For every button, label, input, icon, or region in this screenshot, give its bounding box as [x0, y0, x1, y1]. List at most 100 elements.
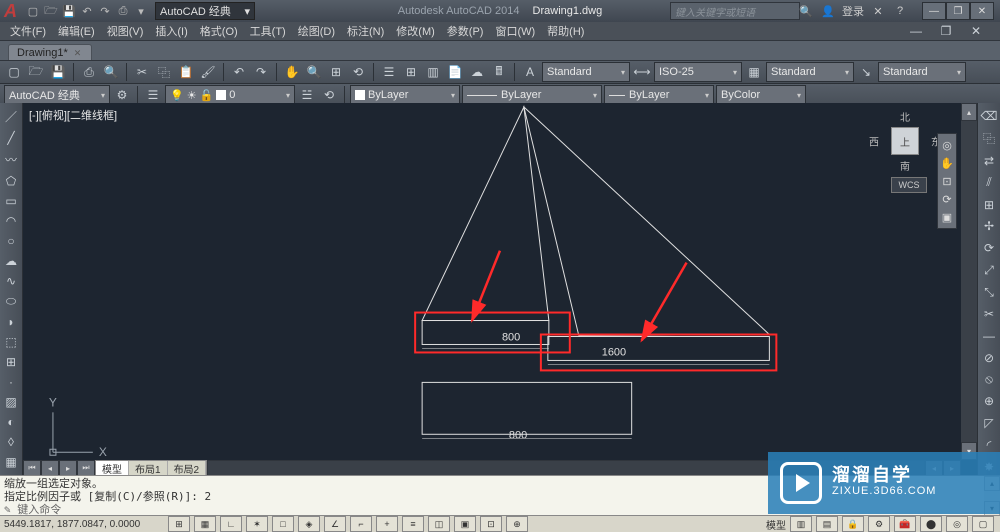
open-icon[interactable]: 🗁 [26, 62, 46, 82]
doc-maximize-button[interactable]: ❐ [932, 20, 960, 42]
orbit-icon[interactable]: ⟳ [940, 192, 954, 206]
pan-icon[interactable]: ✋ [282, 62, 302, 82]
calc-icon[interactable]: 🖩 [489, 62, 509, 82]
zoom-extents-icon[interactable]: ⊡ [940, 174, 954, 188]
menu-dim[interactable]: 标注(N) [343, 22, 388, 40]
copy-icon[interactable]: ⿻ [154, 62, 174, 82]
ducs-toggle[interactable]: ⌐ [350, 516, 372, 532]
properties-icon[interactable]: ☰ [379, 62, 399, 82]
tab-last-button[interactable]: ⏭ [77, 460, 95, 476]
ortho-toggle[interactable]: ∟ [220, 516, 242, 532]
menu-view[interactable]: 视图(V) [103, 22, 148, 40]
help-icon[interactable]: ? [892, 5, 908, 17]
make-block-icon[interactable]: ⊞ [1, 354, 21, 370]
drawing-viewport[interactable]: [-][俯视][二维线框] 8001600800XY 北 南 西 东 上 WCS… [23, 103, 961, 460]
region-icon[interactable]: ◊ [1, 434, 21, 450]
tab-first-button[interactable]: ⏮ [23, 460, 41, 476]
am-toggle[interactable]: ⊕ [506, 516, 528, 532]
layer-states-icon[interactable]: ☱ [297, 85, 317, 105]
lineweight-dropdown[interactable]: ByLayer ▾ [604, 85, 714, 105]
join-icon[interactable]: ⊕ [979, 393, 999, 411]
ellipse-arc-icon[interactable]: ◗ [1, 314, 21, 330]
qat-redo-icon[interactable]: ↷ [97, 3, 113, 19]
spline-icon[interactable]: ∿ [1, 273, 21, 289]
arc-icon[interactable]: ◠ [1, 213, 21, 229]
3dosnap-toggle[interactable]: ◈ [298, 516, 320, 532]
menu-tools[interactable]: 工具(T) [246, 22, 290, 40]
qat-print-icon[interactable]: ⎙ [115, 3, 131, 19]
table-style-icon[interactable]: ▦ [744, 62, 764, 82]
save-icon[interactable]: 💾 [48, 62, 68, 82]
rotate-icon[interactable]: ⟳ [979, 239, 999, 257]
signin-label[interactable]: 登录 [842, 3, 864, 19]
line-icon[interactable]: ／ [1, 107, 21, 126]
circle-icon[interactable]: ○ [1, 233, 21, 249]
pan-icon[interactable]: ✋ [940, 156, 954, 170]
mirror-icon[interactable]: ⇄ [979, 152, 999, 170]
trim-icon[interactable]: ✂ [979, 305, 999, 323]
plotstyle-dropdown[interactable]: ByColor ▾ [716, 85, 806, 105]
scroll-track[interactable] [961, 121, 977, 442]
menu-file[interactable]: 文件(F) [6, 22, 50, 40]
isolate-icon[interactable]: ◎ [946, 516, 968, 532]
break-icon[interactable]: ⦸ [979, 371, 999, 389]
quickview-drawings-icon[interactable]: ▤ [816, 516, 838, 532]
sheetset-icon[interactable]: 📄 [445, 62, 465, 82]
doc-close-button[interactable]: ✕ [962, 20, 990, 42]
lwt-toggle[interactable]: ≡ [402, 516, 424, 532]
color-dropdown[interactable]: ByLayer ▾ [350, 85, 460, 105]
chamfer-icon[interactable]: ◸ [979, 414, 999, 432]
viewcube[interactable]: 北 南 西 东 上 [875, 111, 935, 171]
infocenter-icon[interactable]: 🔍 [798, 5, 814, 18]
toolbar-lock-icon[interactable]: 🧰 [894, 516, 916, 532]
close-icon[interactable]: ✕ [74, 48, 82, 59]
zoom-prev-icon[interactable]: ⟲ [348, 62, 368, 82]
qat-new-icon[interactable]: ▢ [25, 3, 41, 19]
hatch-icon[interactable]: ▨ [1, 394, 21, 410]
insert-block-icon[interactable]: ⬚ [1, 334, 21, 350]
copy-obj-icon[interactable]: ⿻ [979, 129, 999, 148]
tablestyle-dropdown[interactable]: Standard▾ [766, 62, 854, 82]
document-tab[interactable]: Drawing1* ✕ [8, 44, 92, 60]
layer-dropdown[interactable]: 💡 ☀ 🔓 0 ▾ [165, 85, 295, 105]
new-icon[interactable]: ▢ [4, 62, 24, 82]
sc-toggle[interactable]: ⊡ [480, 516, 502, 532]
search-input[interactable]: 键入关键字或短语 [670, 2, 800, 20]
polar-toggle[interactable]: ✶ [246, 516, 268, 532]
zoom-window-icon[interactable]: ⊞ [326, 62, 346, 82]
menu-format[interactable]: 格式(O) [196, 22, 242, 40]
match-icon[interactable]: 🖌 [198, 62, 218, 82]
menu-edit[interactable]: 编辑(E) [54, 22, 99, 40]
snap-toggle[interactable]: ⊞ [168, 516, 190, 532]
break-point-icon[interactable]: ⊘ [979, 349, 999, 367]
undo-icon[interactable]: ↶ [229, 62, 249, 82]
wcs-badge[interactable]: WCS [891, 177, 927, 193]
grid-toggle[interactable]: ▦ [194, 516, 216, 532]
qat-save-icon[interactable]: 💾 [61, 3, 77, 19]
preview-icon[interactable]: 🔍 [101, 62, 121, 82]
coordinates-display[interactable]: 5449.1817, 1877.0847, 0.0000 [4, 519, 164, 530]
otrack-toggle[interactable]: ∠ [324, 516, 346, 532]
paste-icon[interactable]: 📋 [176, 62, 196, 82]
showmotion-icon[interactable]: ▣ [940, 210, 954, 224]
menu-draw[interactable]: 绘图(D) [294, 22, 339, 40]
workspace-dropdown-2[interactable]: AutoCAD 经典▾ [4, 85, 110, 105]
scroll-up-button[interactable]: ▴ [961, 103, 977, 121]
quickview-layouts-icon[interactable]: ▥ [790, 516, 812, 532]
menu-help[interactable]: 帮助(H) [543, 22, 588, 40]
zoom-icon[interactable]: 🔍 [304, 62, 324, 82]
ellipse-icon[interactable]: ⬭ [1, 293, 21, 310]
scale-icon[interactable]: ⤢ [979, 261, 999, 279]
steering-wheel-icon[interactable]: ◎ [940, 138, 954, 152]
designcenter-icon[interactable]: ⊞ [401, 62, 421, 82]
exchange-icon[interactable]: ✕ [870, 5, 886, 18]
workspace-switch-icon[interactable]: ⚙ [868, 516, 890, 532]
menu-modify[interactable]: 修改(M) [392, 22, 439, 40]
annoscale-icon[interactable]: 🔒 [842, 516, 864, 532]
osnap-toggle[interactable]: □ [272, 516, 294, 532]
xline-icon[interactable]: ╱ [1, 130, 21, 146]
table-icon[interactable]: ▦ [1, 454, 21, 470]
markup-icon[interactable]: ☁ [467, 62, 487, 82]
revcloud-icon[interactable]: ☁ [1, 253, 21, 269]
dyn-toggle[interactable]: + [376, 516, 398, 532]
